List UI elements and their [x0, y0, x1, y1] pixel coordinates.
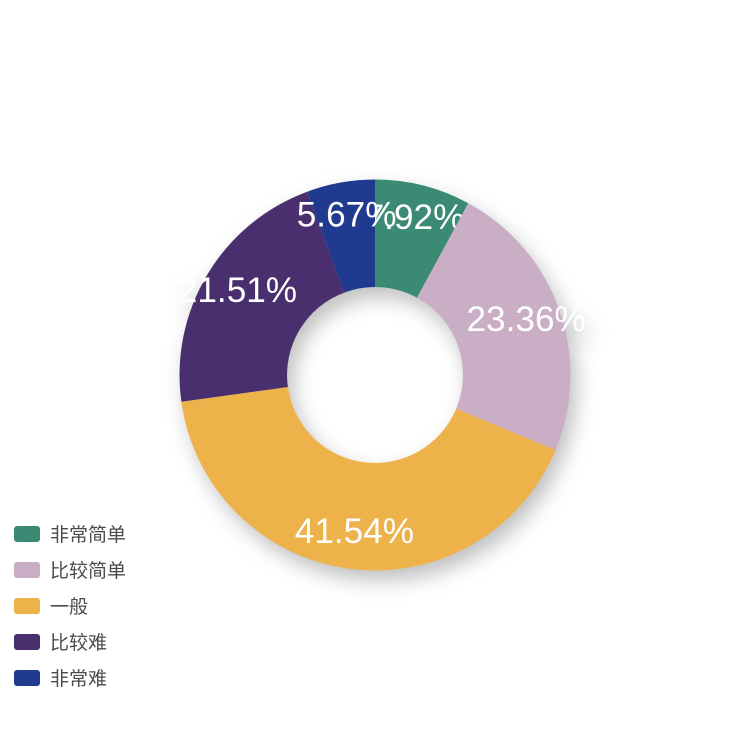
legend: 非常简单比较简单一般比较难非常难: [0, 511, 126, 700]
legend-swatch: [14, 634, 40, 650]
slice-label: 21.51%: [178, 271, 297, 310]
legend-label: 比较简单: [50, 556, 126, 583]
legend-label: 比较难: [50, 628, 107, 655]
legend-label: 一般: [50, 592, 88, 619]
slice-label: 5.67%: [297, 196, 397, 235]
legend-item: 比较难: [14, 628, 126, 655]
slice-label: 41.54%: [295, 512, 414, 551]
legend-label: 非常难: [50, 664, 107, 691]
legend-item: 非常难: [14, 664, 126, 691]
slice-label: 23.36%: [466, 300, 585, 339]
legend-swatch: [14, 526, 40, 542]
legend-swatch: [14, 598, 40, 614]
donut-chart: 7.92%23.36%41.54%21.51%5.67%: [160, 160, 590, 590]
legend-swatch: [14, 562, 40, 578]
legend-item: 比较简单: [14, 556, 126, 583]
donut-svg: 7.92%23.36%41.54%21.51%5.67%: [160, 160, 590, 590]
legend-swatch: [14, 670, 40, 686]
legend-label: 非常简单: [50, 520, 126, 547]
legend-item: 非常简单: [14, 520, 126, 547]
legend-item: 一般: [14, 592, 126, 619]
